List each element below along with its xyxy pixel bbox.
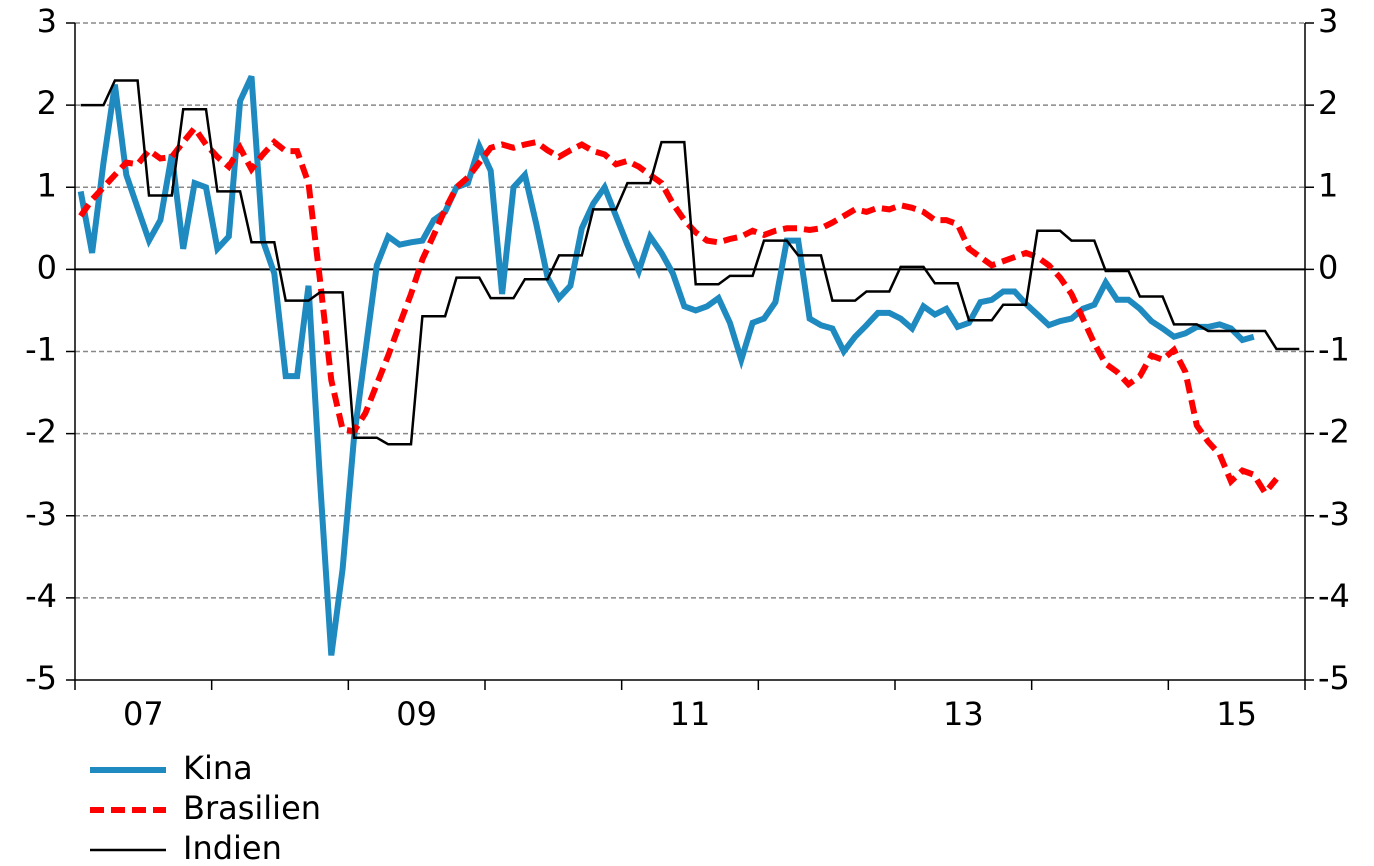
series-line: [80, 79, 1300, 446]
y-tick-label: 1: [37, 166, 57, 204]
x-tick-label: 07: [123, 695, 164, 733]
y-tick-label: -3: [25, 495, 57, 533]
y-tick-label: 2: [37, 84, 57, 122]
y2-tick-label: 0: [1318, 248, 1338, 286]
y2-tick-label: -1: [1318, 331, 1350, 369]
y-tick-label: -1: [25, 331, 57, 369]
y2-tick-label: -2: [1318, 413, 1350, 451]
y-tick-label: -5: [25, 659, 57, 697]
x-tick-label: 15: [1216, 695, 1257, 733]
x-tick-label: 09: [396, 695, 437, 733]
series-line: [77, 75, 1255, 656]
y-tick-label: 3: [37, 2, 57, 40]
y2-tick-label: -3: [1318, 495, 1350, 533]
legend-label: Kina: [183, 749, 253, 787]
y-tick-label: -2: [25, 413, 57, 451]
y-tick-label: -4: [25, 577, 57, 615]
legend-label: Indien: [183, 829, 282, 866]
y2-tick-label: -4: [1318, 577, 1350, 615]
series-line: [78, 123, 1279, 498]
y-tick-label: 0: [37, 248, 57, 286]
x-tick-label: 13: [943, 695, 984, 733]
x-tick-label: 11: [670, 695, 711, 733]
legend-label: Brasilien: [183, 789, 321, 827]
y2-tick-label: -5: [1318, 659, 1350, 697]
y2-tick-label: 1: [1318, 166, 1338, 204]
y2-tick-label: 2: [1318, 84, 1338, 122]
y2-tick-label: 3: [1318, 2, 1338, 40]
